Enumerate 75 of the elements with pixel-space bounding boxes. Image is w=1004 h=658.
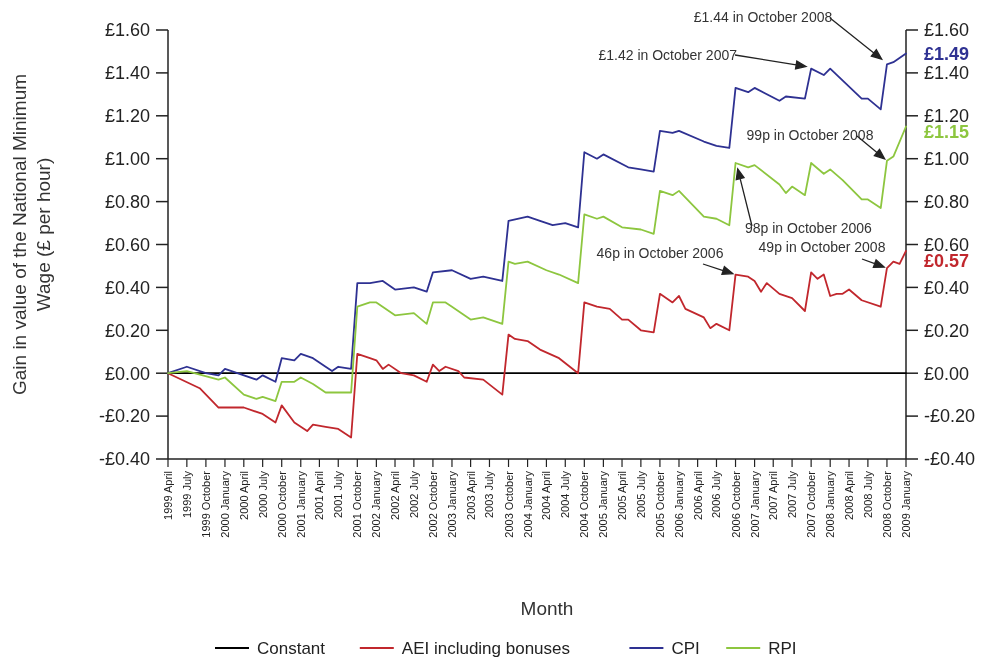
x-tick-label: 1999 October — [199, 470, 212, 538]
x-tick-label: 2006 July — [710, 470, 723, 519]
y-tick-label: -£0.40 — [98, 449, 150, 470]
y-tick-label: £1.20 — [104, 106, 150, 127]
x-tick-label: 2008 July — [861, 470, 874, 519]
legend-label: AEI including bonuses — [401, 639, 571, 658]
annotation: 98p in October 2006 — [745, 220, 873, 236]
y2-tick-label: £0.20 — [924, 320, 970, 341]
legend-label: CPI — [671, 639, 700, 658]
y2-tick-label: £1.60 — [924, 20, 970, 41]
x-tick-label: 2007 October — [805, 470, 818, 538]
y2-tick-label: -£0.40 — [924, 449, 976, 470]
x-tick-label: 2006 October — [729, 470, 742, 538]
y2-tick-label: £0.80 — [924, 191, 970, 212]
x-tick-label: 2008 January — [824, 470, 837, 538]
x-tick-label: 2000 July — [256, 470, 269, 519]
data-label: £1.15 — [924, 122, 970, 143]
x-tick-label: 2000 October — [275, 470, 288, 538]
x-tick-label: 2002 July — [407, 470, 420, 519]
y-tick-label: £0.20 — [104, 320, 150, 341]
y-tick-label: £1.00 — [104, 149, 150, 169]
data-label: £1.49 — [924, 43, 970, 64]
x-tick-label: 2004 October — [578, 470, 591, 538]
annotation: £1.42 in October 2007 — [598, 47, 738, 63]
x-tick-label: 2006 January — [672, 470, 685, 538]
x-tick-label: 2002 April — [389, 471, 402, 520]
x-tick-label: 2008 April — [843, 471, 856, 520]
x-tick-label: 2004 April — [540, 471, 553, 520]
x-tick-label: 2002 October — [426, 470, 439, 538]
x-tick-label: 2005 April — [616, 471, 629, 520]
x-tick-label: 2003 July — [483, 470, 496, 519]
y2-tick-label: -£0.20 — [924, 406, 976, 427]
x-tick-label: 2004 January — [521, 470, 534, 538]
y2-tick-label: £1.40 — [924, 63, 970, 84]
x-tick-label: 2005 January — [597, 470, 610, 538]
x-tick-label: 2000 January — [218, 470, 231, 538]
annotation: 46p in October 2006 — [596, 245, 724, 261]
x-tick-label: 2009 January — [900, 470, 912, 538]
x-tick-label: 2001 October — [351, 470, 364, 538]
x-tick-label: 2002 January — [370, 470, 383, 538]
x-tick-label: 2004 July — [559, 470, 572, 519]
x-tick-label: 2008 October — [880, 470, 893, 538]
y-tick-label: £1.60 — [104, 20, 150, 41]
x-tick-label: 2003 April — [464, 471, 477, 520]
x-axis-title: Month — [520, 598, 574, 619]
y-tick-label: -£0.20 — [98, 406, 150, 427]
y-axis-title: Gain in value of the National Minimum Wage (£ per hour) — [9, 73, 54, 396]
y2-tick-label: £1.00 — [924, 149, 970, 169]
y2-tick-label: £0.40 — [924, 277, 970, 298]
y2-tick-label: £0.00 — [924, 363, 970, 384]
x-tick-label: 2001 July — [332, 470, 345, 519]
y-tick-label: £0.40 — [104, 277, 150, 298]
y-tick-label: £0.00 — [104, 363, 150, 384]
x-tick-label: 1999 April — [162, 471, 174, 520]
x-tick-label: 2003 January — [445, 470, 458, 538]
x-tick-label: 2000 April — [237, 471, 250, 520]
y-tick-label: £0.80 — [104, 191, 150, 212]
x-tick-label: 2007 July — [786, 470, 799, 519]
x-tick-label: 2005 July — [634, 470, 647, 519]
x-tick-label: 1999 July — [180, 470, 193, 519]
annotation: 99p in October 2008 — [746, 127, 874, 143]
legend-label: Constant — [257, 639, 326, 658]
x-tick-label: 2001 April — [313, 471, 326, 520]
x-tick-label: 2001 January — [294, 470, 307, 538]
line-series — [167, 125, 907, 402]
x-tick-label: 2006 April — [691, 471, 704, 520]
legend-label: RPI — [768, 639, 797, 658]
y-tick-label: £1.40 — [104, 63, 150, 84]
x-tick-label: 2007 April — [767, 471, 780, 520]
x-tick-label: 2005 October — [653, 470, 666, 538]
text: £1.44 in October 2008 — [693, 9, 833, 25]
y-tick-label: £0.60 — [104, 234, 150, 255]
x-tick-label: 2007 January — [748, 470, 761, 538]
x-tick-label: 2003 October — [502, 470, 515, 538]
annotation: 49p in October 2008 — [758, 239, 886, 255]
